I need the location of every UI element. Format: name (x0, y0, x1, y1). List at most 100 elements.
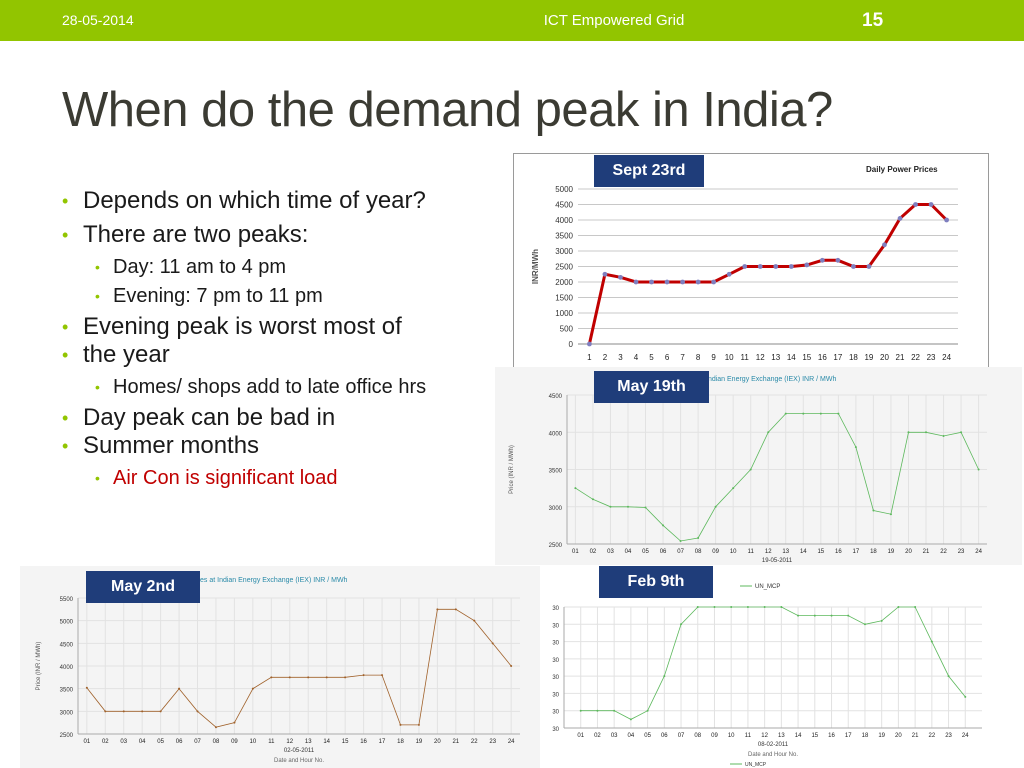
data-point (491, 642, 494, 645)
date-label: 19-05-2011 (762, 558, 793, 564)
y-tick-label: 30 (552, 710, 559, 716)
data-point (618, 274, 623, 280)
data-point (947, 675, 950, 678)
slide-page-number: 15 (862, 10, 884, 31)
x-tick-label: 07 (677, 549, 684, 555)
data-point (574, 487, 577, 490)
x-tick-label: 23 (927, 353, 936, 362)
x-tick-label: 12 (286, 739, 293, 745)
series-line (86, 608, 512, 728)
x-tick-label: 03 (120, 739, 127, 745)
data-point (907, 431, 910, 434)
x-tick-label: 17 (845, 733, 852, 739)
chart-tag-may-2nd: May 2nd (86, 571, 200, 603)
y-tick-label: 3500 (555, 232, 573, 241)
x-tick-label: 13 (771, 353, 780, 362)
x-tick-label: 03 (607, 549, 614, 555)
x-axis-label: Date and Hour No. (748, 752, 798, 758)
chart-may-19th-svg: 2500 3000 3500 4000 4500 01 02 03 04 05 06 07 08 09 10… (509, 376, 987, 564)
x-tick-label: 07 (678, 733, 685, 739)
x-tick-label: 5 (649, 353, 654, 362)
y-tick-label: 4500 (60, 642, 74, 648)
data-point (417, 723, 420, 726)
data-point (325, 676, 328, 679)
bullet-continuation-text: the year (83, 341, 170, 368)
x-tick-label: 09 (712, 549, 719, 555)
x-tick-label: 16 (818, 353, 827, 362)
y-tick-label: 3000 (549, 506, 563, 512)
x-tick-label: 1 (587, 353, 592, 362)
date-label: 02-05-2011 (284, 748, 315, 754)
y-tick-label: 0 (569, 340, 574, 349)
x-tick-label: 24 (942, 353, 951, 362)
slide-footer-title: ICT Empowered Grid (543, 12, 685, 29)
y-tick-label: 5000 (60, 620, 74, 626)
y-tick-label: 2500 (60, 733, 74, 739)
y-axis-label: Price (INR / MWh) (36, 642, 42, 691)
x-tick-label: 05 (644, 733, 651, 739)
data-point (813, 614, 816, 617)
x-tick-label: 21 (912, 733, 919, 739)
x-tick-label: 14 (787, 353, 796, 362)
y-tick-label: 4000 (549, 431, 563, 437)
chart-title: Indian Energy Exchange (IEX) INR / MWh (706, 376, 836, 383)
chart-may-2nd-svg: 2500 3000 3500 4000 4500 5000 5500 01 02 03 04 05 06… (36, 577, 520, 764)
sub-bullet-item: Day: 11 am to 4 pm (62, 255, 502, 279)
series-line (587, 203, 948, 345)
data-point (797, 614, 800, 617)
data-point (732, 487, 735, 490)
data-point (804, 262, 810, 268)
data-point (913, 202, 918, 207)
y-tick-label: 4500 (549, 394, 563, 400)
x-tick-label: 03 (611, 733, 618, 739)
x-tick-label: 06 (660, 549, 667, 555)
x-tick-label: 05 (642, 549, 649, 555)
data-point (726, 271, 732, 277)
x-tick-label: 17 (853, 549, 860, 555)
x-tick-label: 19 (416, 739, 423, 745)
y-tick-label: 5000 (555, 185, 573, 194)
data-point (613, 709, 616, 712)
x-tick-label: 4 (634, 353, 639, 362)
y-tick-label: 1500 (555, 294, 573, 303)
data-point (757, 264, 763, 269)
x-tick-label: 23 (489, 739, 496, 745)
x-tick-label: 13 (778, 733, 785, 739)
y-tick-label: 30 (552, 658, 559, 664)
x-tick-label: 21 (452, 739, 459, 745)
data-point (930, 640, 933, 643)
data-point (609, 505, 612, 508)
y-tick-label: 4500 (555, 201, 573, 210)
data-point (633, 279, 639, 285)
data-point (819, 257, 825, 263)
x-tick-label: 14 (323, 739, 330, 745)
data-point (964, 695, 967, 698)
x-tick-label: 12 (761, 733, 768, 739)
x-tick-label: 16 (360, 739, 367, 745)
data-point (196, 710, 199, 713)
data-point (233, 721, 236, 724)
chart-sept-23rd: 0 500 1000 1500 2000 2500 3000 3500 4000 4500 5000… (513, 153, 989, 370)
chart-title: Daily Power Prices (866, 165, 938, 174)
x-tick-label: 2 (603, 353, 608, 362)
x-tick-label: 18 (397, 739, 404, 745)
bullet-item: Depends on which time of year? (62, 187, 502, 215)
x-tick-label: 12 (765, 549, 772, 555)
bullet-item: Day peak can be bad in (62, 404, 502, 432)
y-tick-label: 30 (552, 727, 559, 733)
bullet-continuation-text: Summer months (83, 432, 260, 459)
data-point (644, 506, 647, 509)
x-tick-label: 13 (782, 549, 789, 555)
slide-date: 28-05-2014 (62, 12, 134, 28)
x-tick-label: 11 (741, 353, 750, 362)
x-tick-label: 18 (849, 353, 858, 362)
data-point (696, 606, 699, 608)
x-tick-label: 12 (756, 353, 765, 362)
data-point (680, 279, 685, 285)
data-point (784, 412, 787, 415)
data-point (646, 709, 649, 712)
data-point (579, 709, 582, 712)
y-tick-label: 4000 (60, 665, 74, 671)
x-tick-label: 07 (194, 739, 201, 745)
y-tick-label: 1000 (555, 309, 573, 318)
